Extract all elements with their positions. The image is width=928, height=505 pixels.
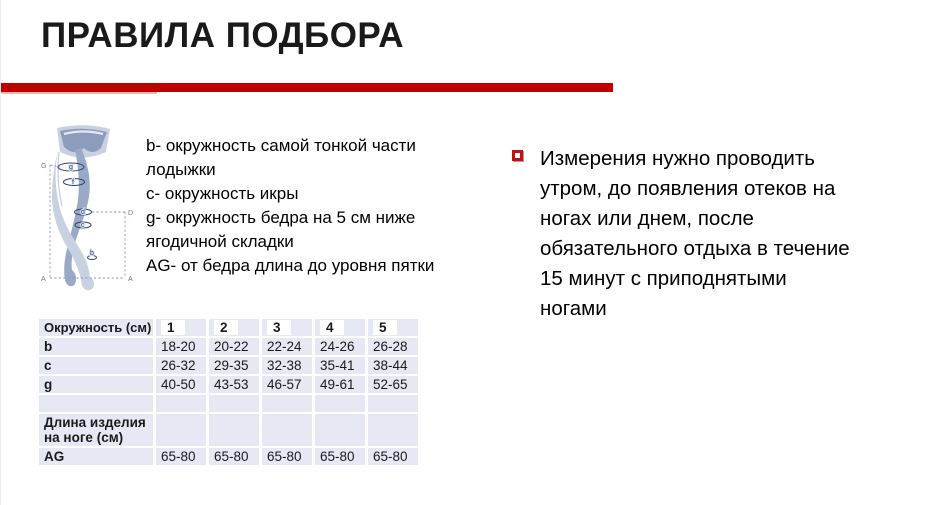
table-header-row: Окружность (см) 1 2 3 4 5 — [39, 319, 418, 336]
table-cell — [156, 414, 206, 446]
size-number: 1 — [161, 320, 185, 335]
table-cell: 20-22 — [209, 338, 259, 355]
measurement-legend: b- окружность самой тонкой части лодыжки… — [146, 134, 456, 278]
size-number: 3 — [267, 320, 291, 335]
table-cell: 65-80 — [315, 448, 365, 465]
diagram-corner-label-A-left: A — [41, 276, 46, 283]
table-header-size: 5 — [368, 319, 418, 336]
table-cell: 40-50 — [156, 376, 206, 393]
table-cell: 26-32 — [156, 357, 206, 374]
table-cell — [262, 395, 312, 412]
table-cell: 52-65 — [368, 376, 418, 393]
size-number: 4 — [320, 320, 344, 335]
table-cell — [209, 414, 259, 446]
table-row: g 40-50 43-53 46-57 49-61 52-65 — [39, 376, 418, 393]
diagram-corner-label-G: G — [41, 163, 46, 170]
legend-line-c: c- окружность икры — [146, 184, 299, 203]
table-header-size: 2 — [209, 319, 259, 336]
table-row: b 18-20 20-22 22-24 24-26 26-28 — [39, 338, 418, 355]
table-cell: 22-24 — [262, 338, 312, 355]
row-label: AG — [39, 448, 153, 465]
band-label-g: g — [69, 164, 73, 171]
band-label-b: b — [90, 250, 94, 257]
diagram-corner-label-D: D — [128, 210, 133, 217]
note-text: Измерения нужно проводить утром, до появ… — [540, 147, 850, 320]
legs-illustration — [52, 125, 110, 291]
band-label-f: f — [72, 179, 74, 186]
table-cell: 65-80 — [368, 448, 418, 465]
table-row: c 26-32 29-35 32-38 35-41 38-44 — [39, 357, 418, 374]
table-cell: 35-41 — [315, 357, 365, 374]
table-cell: 46-57 — [262, 376, 312, 393]
band-label-c: c — [81, 222, 85, 229]
table-cell: 24-26 — [315, 338, 365, 355]
table-cell: 32-38 — [262, 357, 312, 374]
leg-measurement-diagram: g f d c b G D A A — [41, 125, 133, 291]
row-label: Длина изделия на ноге (см) — [39, 414, 153, 446]
table-cell: 38-44 — [368, 357, 418, 374]
circumference-bands — [57, 162, 97, 260]
page-title: ПРАВИЛА ПОДБОРА — [41, 16, 404, 55]
table-cell — [315, 395, 365, 412]
table-cell — [262, 414, 312, 446]
table-header-label: Окружность (см) — [39, 319, 153, 336]
measurement-note: Измерения нужно проводить утром, до появ… — [511, 144, 856, 324]
legend-line-ag: AG- от бедра длина до уровня пятки — [146, 256, 435, 275]
table-header-size: 3 — [262, 319, 312, 336]
table-row: Длина изделия на ноге (см) — [39, 414, 418, 446]
row-label: b — [39, 338, 153, 355]
table-cell: 65-80 — [262, 448, 312, 465]
legend-line-b: b- окружность самой тонкой части лодыжки — [146, 136, 416, 179]
table-cell — [368, 414, 418, 446]
table-cell: 65-80 — [209, 448, 259, 465]
table-cell — [315, 414, 365, 446]
table-cell: 26-28 — [368, 338, 418, 355]
band-label-d: d — [81, 209, 85, 216]
table-cell — [156, 395, 206, 412]
size-table: Окружность (см) 1 2 3 4 5 b 18-20 20-22 22-24 24-2… — [36, 317, 421, 467]
table-header-size: 4 — [315, 319, 365, 336]
legend-line-g: g- окружность бедра на 5 см ниже ягодичн… — [146, 208, 416, 251]
row-label: g — [39, 376, 153, 393]
table-cell: 29-35 — [209, 357, 259, 374]
accent-divider — [1, 83, 613, 94]
table-cell: 49-61 — [315, 376, 365, 393]
table-cell: 65-80 — [156, 448, 206, 465]
table-cell — [368, 395, 418, 412]
table-row — [39, 395, 418, 412]
table-cell — [209, 395, 259, 412]
row-label — [39, 395, 153, 412]
size-number: 5 — [373, 320, 397, 335]
table-header-size: 1 — [156, 319, 206, 336]
row-label: c — [39, 357, 153, 374]
size-number: 2 — [214, 320, 238, 335]
red-square-bullet-icon — [512, 150, 523, 161]
measurement-guides — [49, 164, 126, 279]
diagram-corner-label-A-right: A — [128, 276, 133, 283]
table-cell: 43-53 — [209, 376, 259, 393]
table-cell: 18-20 — [156, 338, 206, 355]
table-row: AG 65-80 65-80 65-80 65-80 65-80 — [39, 448, 418, 465]
